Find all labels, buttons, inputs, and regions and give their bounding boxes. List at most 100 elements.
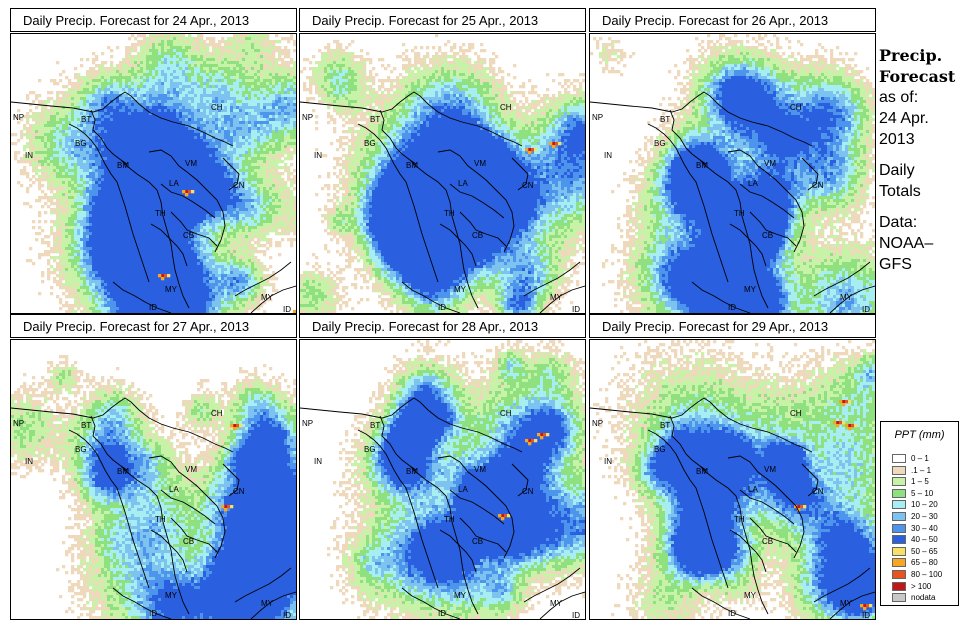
heavy-precip-cell: [525, 148, 529, 152]
heavy-precip-cell: [540, 433, 544, 437]
region-label: BG: [75, 445, 87, 454]
heavy-precip-cell: [528, 148, 532, 152]
legend-swatch: [892, 465, 906, 475]
sidebar-title-line1: Precip.: [879, 45, 965, 66]
border-line: [357, 123, 439, 283]
legend-label: 10 – 20: [911, 499, 938, 510]
region-label: CH: [500, 409, 512, 418]
region-label: MY: [744, 285, 757, 294]
region-label: LA: [169, 179, 179, 188]
heavy-precip-cell: [803, 505, 807, 509]
region-label: CB: [762, 231, 773, 240]
heavy-precip-cell: [543, 433, 547, 437]
border-line: [813, 261, 871, 297]
region-label: MY: [550, 599, 563, 608]
region-label: IN: [604, 457, 612, 466]
panel-title: Daily Precip. Forecast for 26 Apr., 2013: [589, 8, 876, 32]
border-line: [691, 587, 751, 619]
region-label: BT: [660, 421, 670, 430]
heavy-precip-cell: [501, 514, 505, 518]
border-line: [459, 517, 507, 553]
border-line: [160, 489, 216, 525]
region-label: BG: [75, 139, 87, 148]
border-line: [112, 281, 172, 313]
heavy-precip-cell: [239, 424, 243, 428]
heavy-precip-cell: [833, 421, 837, 425]
heavy-precip-cell: [797, 508, 801, 512]
precip-map: NP BT BG IN BM CH VM CN LA TH CB MY ID MY ID: [589, 33, 876, 314]
border-line: [401, 587, 461, 619]
region-label: CN: [522, 487, 534, 496]
heavy-precip-cell: [860, 604, 864, 608]
border-line: [170, 211, 218, 247]
data-source-1: NOAA–: [879, 233, 965, 254]
legend-swatch: [892, 512, 906, 521]
heavy-precip-cell: [161, 274, 165, 278]
heavy-precip-cell: [528, 442, 532, 446]
region-label: MY: [550, 293, 563, 302]
heavy-precip-cell: [230, 424, 234, 428]
heavy-precip-cell: [504, 514, 508, 518]
border-line: [449, 183, 505, 219]
heavy-precip-cell: [224, 508, 228, 512]
heavy-precip-cell: [845, 400, 849, 404]
region-label: LA: [458, 179, 468, 188]
region-label: TH: [734, 515, 745, 524]
border-line: [539, 591, 585, 619]
precip-grid-svg: NP BT BG IN BM CH VM CN LA TH CB MY ID MY ID: [590, 34, 875, 313]
region-label: CH: [500, 103, 512, 112]
region-label: NP: [13, 113, 24, 122]
region-label: IN: [25, 151, 33, 160]
legend-swatch: [892, 477, 906, 487]
region-label: CN: [233, 487, 245, 496]
region-label: NP: [592, 113, 603, 122]
region-label: CB: [472, 231, 483, 240]
region-label: BM: [406, 161, 418, 170]
border-line: [739, 183, 795, 219]
region-label: IN: [25, 457, 33, 466]
heavy-precip-cell: [233, 424, 237, 428]
legend-label: 20 – 30: [911, 511, 938, 522]
region-label: CN: [812, 181, 824, 190]
border-line: [90, 109, 128, 165]
totals-label: Totals: [879, 181, 965, 202]
legend-swatch: [892, 454, 906, 463]
legend-label: 80 – 100: [911, 569, 942, 580]
precip-grid-svg: NP BT BG IN BM CH VM CN LA TH CB MY ID MY ID: [300, 34, 585, 313]
border-line: [379, 109, 417, 165]
region-label: ID: [438, 303, 446, 312]
heavy-precip-cell: [498, 514, 502, 518]
heavy-precip-cell: [182, 190, 186, 194]
heavy-precip-cell: [531, 148, 535, 152]
heavy-precip-cell: [848, 400, 852, 404]
region-label: TH: [155, 515, 166, 524]
region-label: ID: [862, 611, 870, 619]
heavy-precip-cell: [555, 142, 559, 146]
border-line: [669, 415, 707, 471]
legend-swatch: [892, 500, 906, 510]
precip-grid-svg: NP BT BG IN BM CH VM CN LA TH CB MY ID MY ID: [590, 340, 875, 619]
border-line: [523, 567, 581, 603]
region-label: CB: [762, 537, 773, 546]
heavy-precip-cell: [501, 517, 505, 521]
heavy-precip-cell: [507, 514, 511, 518]
heavy-precip-cell: [546, 433, 550, 437]
border-line: [511, 463, 529, 497]
region-label: BT: [81, 115, 91, 124]
legend-swatch: [892, 570, 906, 579]
border-line: [511, 157, 529, 191]
heavy-precip-cell: [869, 604, 873, 608]
region-label: MY: [261, 599, 274, 608]
legend-item: nodata: [892, 592, 958, 603]
region-label: BM: [696, 467, 708, 476]
region-label: VM: [764, 465, 776, 474]
legend-swatch: [892, 593, 906, 603]
legend-item: 65 – 80: [892, 557, 958, 568]
heavy-precip-cell: [558, 142, 562, 146]
border-line: [300, 397, 523, 453]
region-label: VM: [185, 159, 197, 168]
border-line: [409, 465, 479, 615]
region-label: IN: [314, 457, 322, 466]
region-label: BG: [364, 445, 376, 454]
border-line: [539, 285, 585, 313]
